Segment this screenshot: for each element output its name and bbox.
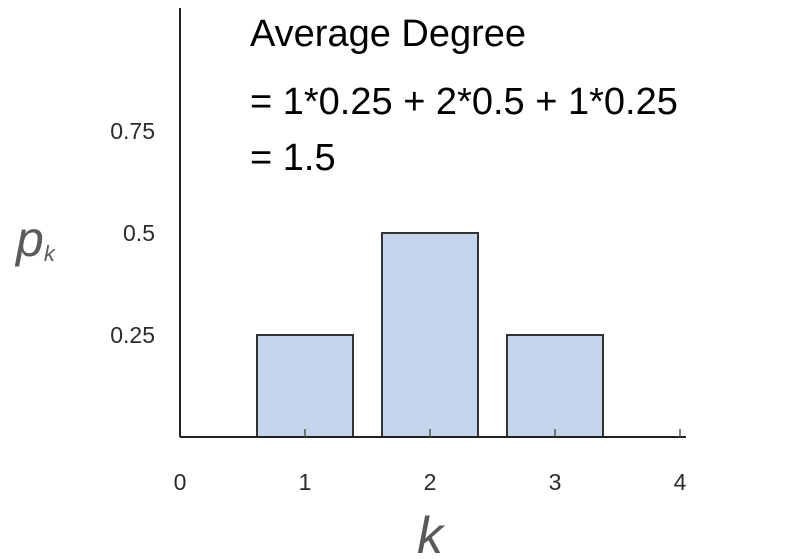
x-axis-label: k xyxy=(417,507,446,559)
y-tick-label: 0.5 xyxy=(123,220,155,246)
y-axis-label-main: p xyxy=(14,211,44,267)
x-tick-label: 2 xyxy=(424,469,437,495)
annotation-line-1: Average Degree xyxy=(250,13,526,55)
y-tick-label: 0.25 xyxy=(110,322,155,348)
y-tick-label: 0.75 xyxy=(110,118,155,144)
x-tick-label: 1 xyxy=(299,469,312,495)
x-tick-label: 3 xyxy=(549,469,562,495)
annotation-line-3: = 1.5 xyxy=(250,137,336,179)
bar-k-1 xyxy=(256,334,354,438)
bar-k-2 xyxy=(381,232,479,438)
x-tick-label: 4 xyxy=(674,469,687,495)
bars-layer xyxy=(256,232,604,438)
bar-k-3 xyxy=(506,334,604,438)
x-tick-labels: 0 1 2 3 4 xyxy=(174,429,687,495)
y-tick-labels: 0.25 0.5 0.75 xyxy=(110,118,155,348)
annotation-block: Average Degree = 1*0.25 + 2*0.5 + 1*0.25… xyxy=(250,13,678,179)
annotation-line-2: = 1*0.25 + 2*0.5 + 1*0.25 xyxy=(250,81,678,123)
y-axis-label-subscript: k xyxy=(44,241,56,266)
axes-layer xyxy=(179,8,686,438)
y-axis-label: pk xyxy=(14,211,56,267)
x-tick-label: 0 xyxy=(174,469,187,495)
